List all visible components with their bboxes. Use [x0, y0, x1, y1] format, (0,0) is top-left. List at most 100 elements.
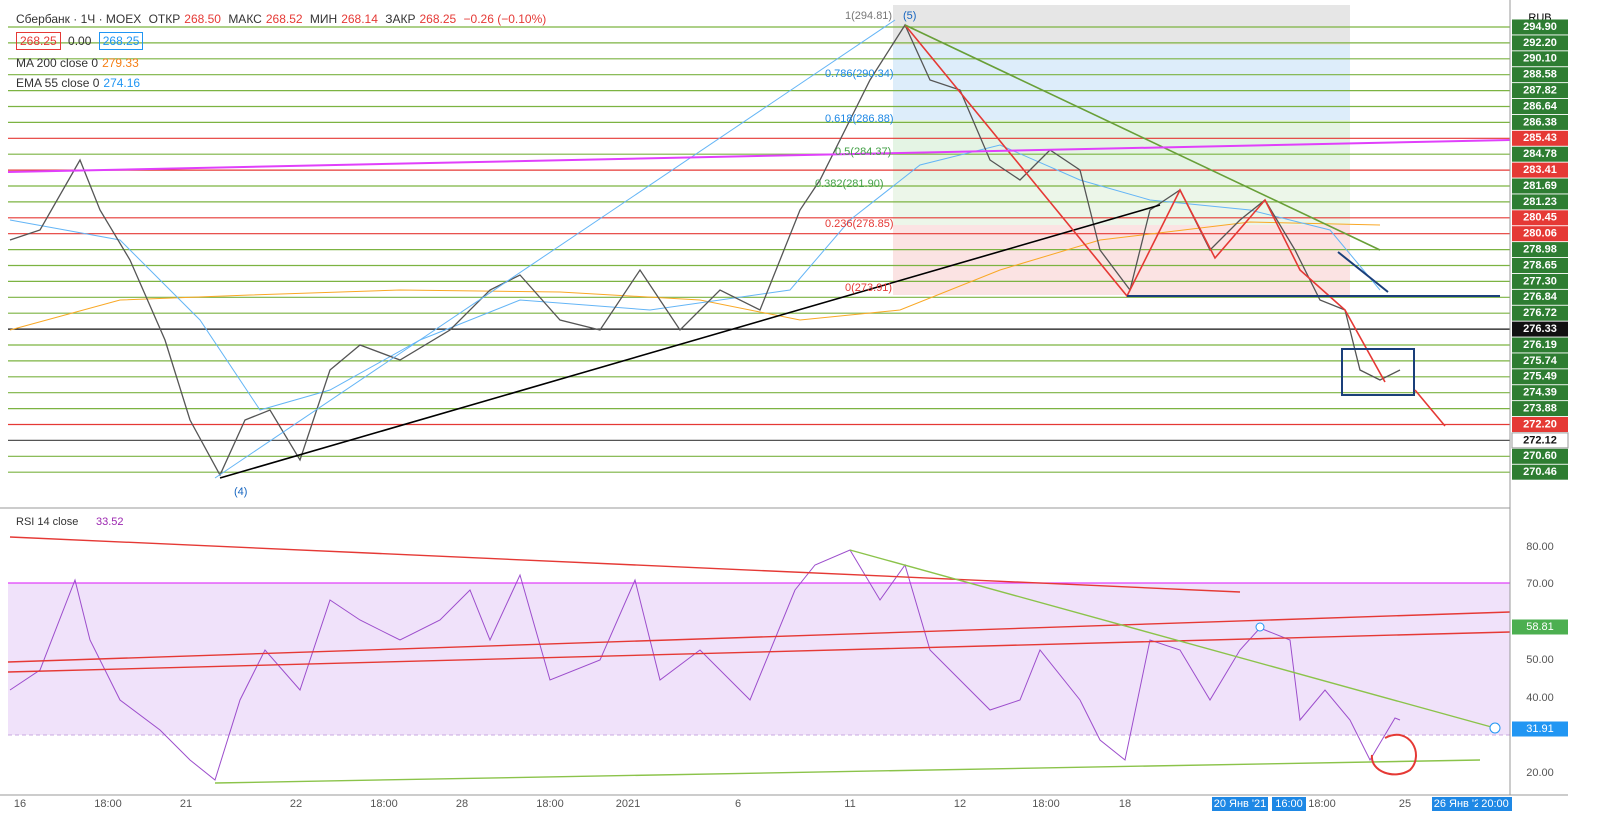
time-label: 26 Янв '21	[1434, 798, 1487, 810]
fib-label: 0.786(290.34)	[825, 68, 894, 80]
price-label: 281.69	[1523, 180, 1557, 192]
rsi-label: 40.00	[1526, 692, 1554, 704]
price-label-bg	[1512, 337, 1568, 353]
price-label: 294.90	[1523, 21, 1557, 33]
price-label: 278.65	[1523, 259, 1557, 271]
price-label: 283.41	[1523, 164, 1557, 176]
fib-label: 0.5(284.37)	[835, 146, 891, 158]
rsi-label: 31.91	[1526, 723, 1554, 735]
price-label: 286.38	[1523, 116, 1557, 128]
trend-line	[9, 536, 1241, 593]
price-label: 276.33	[1523, 323, 1557, 335]
price-label-bg	[1512, 114, 1568, 130]
highlight-box	[1341, 348, 1415, 396]
price-label: 280.45	[1523, 212, 1557, 224]
rsi-name: RSI 14 close	[16, 516, 78, 528]
trend-line	[904, 24, 1381, 251]
price-label: 278.98	[1523, 244, 1557, 256]
price-label-bg	[1512, 321, 1568, 337]
trend-line	[849, 549, 1496, 729]
time-label: 16:00	[1275, 798, 1303, 810]
anchor	[1255, 622, 1265, 632]
zigzag	[904, 24, 1386, 383]
ema55	[9, 144, 1381, 411]
ohlc: ОТКР	[148, 12, 181, 26]
rsi-label-bg	[1512, 619, 1568, 635]
symbol: Сбербанк · 1Ч · MOEX	[16, 12, 142, 26]
rsi-band	[8, 583, 1510, 735]
arrow	[1414, 389, 1446, 427]
time-label: 18:00	[94, 798, 122, 810]
time-label: 22	[290, 798, 302, 810]
price-label-bg	[1512, 19, 1568, 35]
fib-label: 0(273.91)	[845, 282, 892, 294]
time-label: 2021	[616, 798, 640, 810]
price-label-bg	[1512, 178, 1568, 194]
price-label-bg	[1512, 258, 1568, 273]
time-label: 18:00	[536, 798, 564, 810]
rsi-value: 33.52	[96, 516, 124, 528]
time-label: 20 Янв '21	[1214, 798, 1267, 810]
indicator-value: 274.16	[103, 76, 141, 90]
ohlc: 268.50	[184, 12, 221, 26]
price-label-bg	[1512, 401, 1568, 417]
ask[interactable]: 268.25	[98, 32, 144, 50]
price-label-bg	[1512, 67, 1568, 83]
trend-line	[7, 631, 1511, 673]
time-label-bg	[1212, 797, 1268, 811]
price-label-bg	[1511, 432, 1569, 449]
wave-label: (4)	[234, 486, 247, 498]
trend-line	[214, 759, 1481, 784]
price-label-bg	[1512, 99, 1568, 114]
indicator: EMA 55 close 0 274.16	[16, 76, 550, 90]
rsi-label: 50.00	[1526, 654, 1554, 666]
hand-circle	[1370, 733, 1417, 776]
fib-label: 1(294.81)	[845, 10, 892, 22]
ohlc: 268.14	[341, 12, 378, 26]
ohlc: МАКС	[228, 12, 262, 26]
ohlc: 268.52	[265, 12, 303, 26]
rsi-label: 80.00	[1526, 541, 1554, 553]
anchor	[1489, 722, 1501, 734]
price-label-bg	[1512, 35, 1568, 51]
price-label-bg	[1512, 83, 1568, 99]
price-label: 284.78	[1523, 148, 1557, 160]
price-label-bg	[1512, 289, 1568, 305]
time-label-bg	[1272, 797, 1306, 811]
price-label-bg	[1512, 51, 1568, 67]
price-label: 292.20	[1523, 37, 1557, 49]
price-label: 277.30	[1523, 275, 1557, 287]
header: Сбербанк · 1Ч · MOEX ОТКР 268.50 МАКС 268.…	[16, 12, 550, 90]
rsi-label-bg	[1512, 721, 1568, 737]
spread: 0.00	[68, 34, 92, 48]
price-label: 276.72	[1523, 307, 1557, 319]
fib-zone	[893, 5, 1350, 45]
wave-label: (5)	[903, 10, 916, 22]
fib-zone	[893, 225, 1350, 295]
price-label: 275.74	[1523, 355, 1558, 367]
price-label-bg	[1512, 226, 1568, 242]
rsi-label: 70.00	[1526, 578, 1554, 590]
price-label-bg	[1512, 385, 1568, 401]
price-label-bg	[1512, 242, 1568, 258]
price-label: 288.58	[1523, 69, 1557, 81]
price-label-bg	[1512, 305, 1568, 321]
price-label: 270.46	[1523, 466, 1557, 478]
price-label: 276.19	[1523, 339, 1557, 351]
price-label: 276.84	[1523, 291, 1558, 303]
rsi-label: 20.00	[1526, 767, 1554, 779]
rsi-line	[9, 549, 1401, 781]
price-label: 270.60	[1523, 450, 1557, 462]
time-label: 25	[1399, 798, 1411, 810]
time-label: 11	[844, 798, 855, 810]
fib-label: 0.382(281.90)	[815, 178, 884, 190]
time-label: 21	[180, 798, 192, 810]
fib-zone	[893, 120, 1350, 180]
time-label: 16	[14, 798, 26, 810]
bid[interactable]: 268.25	[16, 32, 61, 50]
fib-label: 0.618(286.88)	[825, 113, 894, 125]
ohlc: МИН	[309, 12, 338, 26]
trend-line	[219, 204, 1161, 479]
